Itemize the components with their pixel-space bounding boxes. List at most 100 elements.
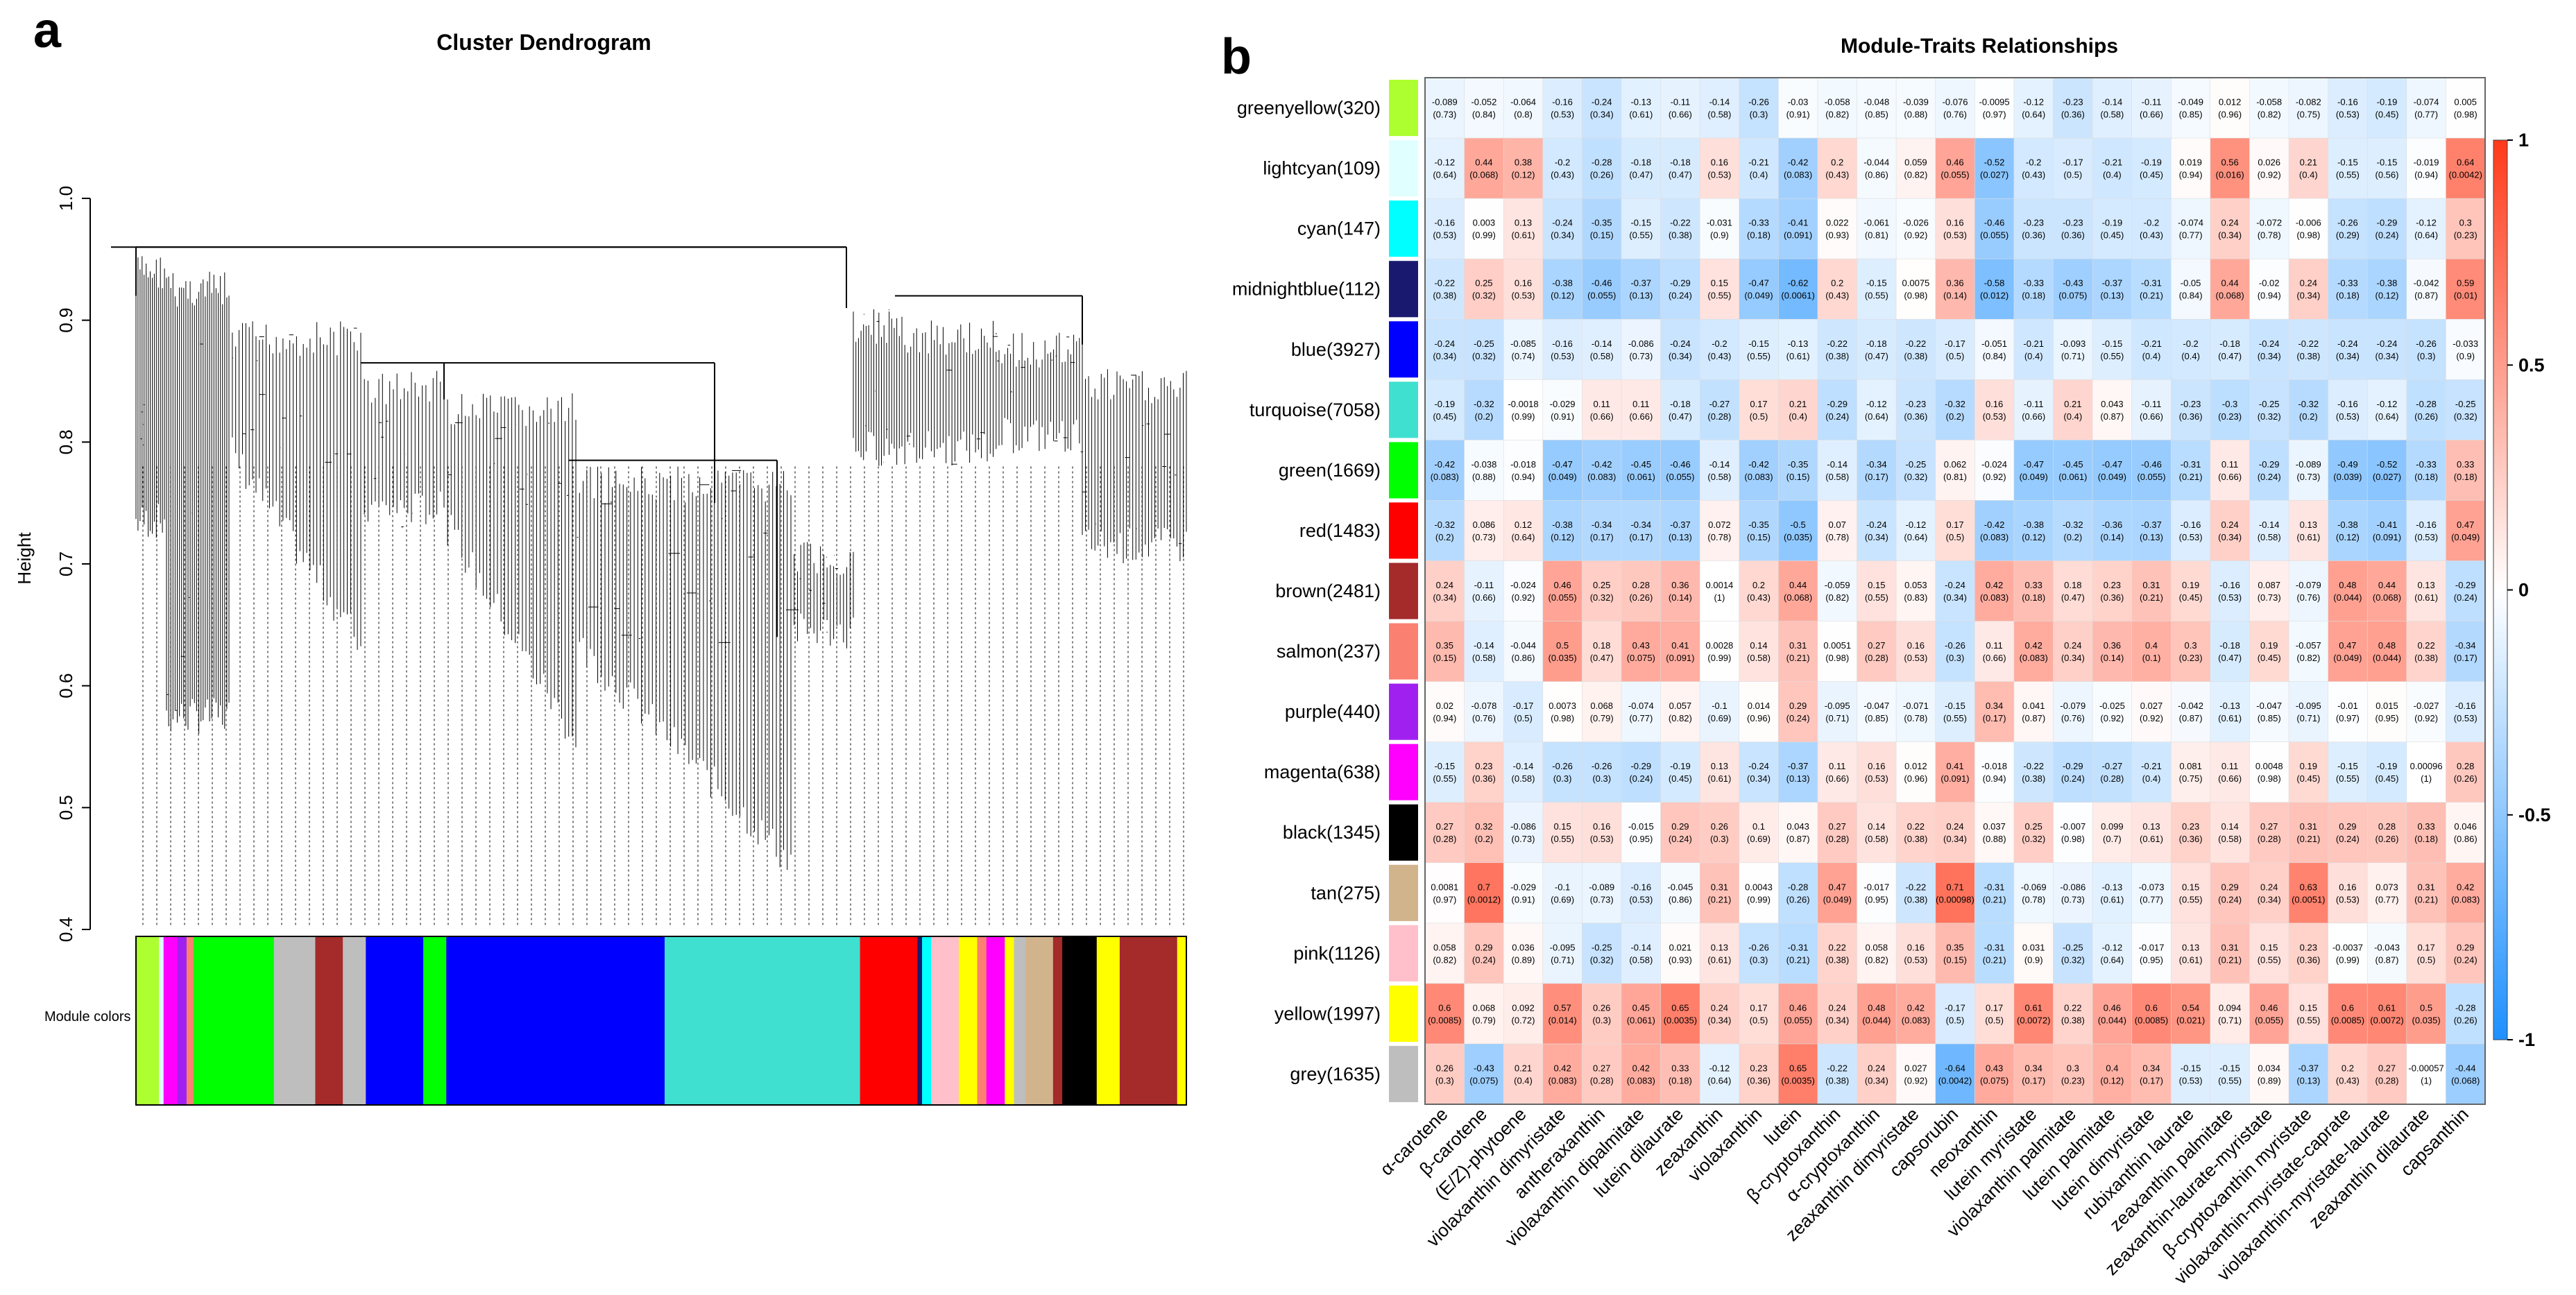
heatmap-cell: [1660, 500, 1700, 562]
heatmap-cell-value: -0.018: [1981, 761, 2007, 771]
heatmap-cell-value: -0.11: [1474, 580, 1494, 590]
heatmap-cell-value: -0.38: [1552, 278, 1573, 289]
heatmap-cell: [1699, 621, 1740, 683]
heatmap-cell-value: -0.042: [2414, 278, 2439, 289]
heatmap-cell-value: 0.33: [2457, 459, 2474, 470]
heatmap-cell-pvalue: (0.53): [2414, 532, 2438, 542]
heatmap-cell: [2053, 77, 2093, 139]
heatmap-cell: [1542, 983, 1583, 1045]
heatmap-cell-value: 0.058: [1433, 942, 1456, 952]
dendrogram-branch: [135, 247, 847, 309]
heatmap-cell-pvalue: (0.17): [1590, 532, 1614, 542]
heatmap-cell-value: -0.26: [2416, 338, 2437, 349]
heatmap-cell: [2013, 77, 2054, 139]
heatmap-cell-pvalue: (0.38): [2414, 653, 2438, 663]
heatmap-cell: [1464, 1043, 1504, 1105]
heatmap-cell: [1935, 923, 1975, 984]
heatmap-cell-pvalue: (0.53): [1629, 894, 1653, 904]
heatmap-cell: [2053, 1043, 2093, 1105]
heatmap-cell-pvalue: (0.61): [2100, 894, 2124, 904]
heatmap-cell-value: -0.03: [1788, 97, 1809, 108]
heatmap-cell-value: 0.19: [2300, 761, 2317, 771]
heatmap-cell: [1857, 1043, 1897, 1105]
heatmap-cell-value: -0.074: [2414, 97, 2439, 108]
module-color-segment: [931, 936, 959, 1105]
heatmap-cell-value: -0.28: [2455, 1002, 2476, 1013]
heatmap-cell: [1739, 681, 1779, 743]
heatmap-cell: [1660, 137, 1700, 199]
heatmap-cell-value: -0.2: [1712, 338, 1727, 349]
heatmap-cell-pvalue: (0.13): [2100, 291, 2124, 301]
heatmap-cell-value: -0.044: [1510, 640, 1536, 651]
heatmap-cell-value: -0.22: [2298, 338, 2319, 349]
heatmap-cell-pvalue: (0.9): [1710, 230, 1729, 241]
heatmap-cell-pvalue: (0.34): [1669, 351, 1692, 361]
heatmap-cell-pvalue: (0.3): [1750, 110, 1768, 120]
heatmap-cell: [1739, 862, 1779, 924]
module-color-segment: [193, 936, 275, 1105]
heatmap-cell: [1739, 379, 1779, 440]
heatmap-cell-value: 0.11: [2221, 761, 2238, 771]
heatmap-border: [1424, 77, 2486, 1105]
heatmap-cell-value: -0.085: [1510, 338, 1536, 349]
heatmap-cell: [2210, 1043, 2251, 1105]
heatmap-cell: [2328, 621, 2368, 683]
heatmap-cell-pvalue: (0.53): [1904, 653, 1927, 663]
heatmap-cell-pvalue: (0.0085): [1428, 1015, 1461, 1025]
heatmap-cell-pvalue: (0.5): [1946, 1015, 1965, 1025]
heatmap-cell-pvalue: (0.34): [1865, 1076, 1888, 1086]
module-color-segment: [1052, 936, 1063, 1105]
heatmap-cell-pvalue: (0.79): [1590, 713, 1614, 723]
heatmap-cell-pvalue: (0.18): [2022, 291, 2045, 301]
heatmap-cell-value: -0.029: [1510, 882, 1536, 892]
heatmap-cell: [1739, 500, 1779, 562]
heatmap-cell: [2249, 500, 2289, 562]
heatmap-cell-pvalue: (0.88): [1472, 472, 1496, 482]
heatmap-cell-value: -0.26: [1748, 97, 1769, 108]
heatmap-cell: [1542, 802, 1583, 864]
heatmap-cell-pvalue: (0.99): [1512, 411, 1535, 422]
heatmap-cell-pvalue: (0.061): [1627, 472, 1655, 482]
heatmap-cell-pvalue: (0.24): [2336, 834, 2360, 844]
heatmap-cell-pvalue: (0.32): [2022, 834, 2045, 844]
heatmap-cell-value: 0.16: [1868, 761, 1885, 771]
panel-a-letter: a: [33, 3, 62, 58]
heatmap-cell-pvalue: (0.28): [2100, 773, 2124, 784]
heatmap-cell-pvalue: (0.53): [1512, 291, 1535, 301]
heatmap-cell-value: -0.078: [1471, 701, 1496, 711]
heatmap-cell: [2053, 923, 2093, 984]
dendrogram-y-tick-label: 0.7: [56, 551, 76, 576]
heatmap-cell-pvalue: (0.039): [2333, 472, 2362, 482]
heatmap-cell-value: 0.42: [1553, 1063, 1571, 1074]
heatmap-cell-value: -0.19: [2141, 157, 2162, 168]
heatmap-cell: [2288, 802, 2329, 864]
heatmap-cell-value: -0.52: [2377, 459, 2398, 470]
heatmap-cell-pvalue: (0.92): [2414, 713, 2438, 723]
heatmap-cell-value: 0.058: [1866, 942, 1888, 952]
heatmap-cell-pvalue: (0.43): [1551, 170, 1574, 180]
heatmap-cell: [1503, 137, 1544, 199]
heatmap-cell-pvalue: (0.28): [2375, 1076, 2399, 1086]
heatmap-cell: [1542, 258, 1583, 320]
heatmap-row-swatch: [1389, 1045, 1418, 1102]
heatmap-cell-value: 0.44: [1475, 157, 1492, 168]
heatmap-cell: [1895, 560, 1936, 622]
module-color-segment: [273, 936, 316, 1105]
heatmap-cell-value: -0.43: [1474, 1063, 1494, 1074]
heatmap-cell-pvalue: (0.049): [2451, 532, 2480, 542]
heatmap-cell-pvalue: (0.26): [2454, 1015, 2477, 1025]
heatmap-cell: [2328, 1043, 2368, 1105]
heatmap-cell-pvalue: (0.21): [2296, 834, 2320, 844]
heatmap-cell-pvalue: (0.99): [1747, 894, 1771, 904]
heatmap-cell: [1974, 318, 2015, 380]
heatmap-cell: [1582, 862, 1622, 924]
heatmap-cell-pvalue: (0.92): [1904, 230, 1927, 241]
heatmap-cell: [1895, 379, 1936, 440]
heatmap-cell: [1699, 77, 1740, 139]
heatmap-cell: [1817, 741, 1858, 803]
heatmap-row-swatch: [1389, 140, 1418, 197]
module-color-segment: [1025, 936, 1054, 1105]
heatmap-cell-pvalue: (0.78): [2258, 230, 2281, 241]
heatmap-cell-pvalue: (0.4): [1789, 411, 1807, 422]
heatmap-cell: [1935, 318, 1975, 380]
